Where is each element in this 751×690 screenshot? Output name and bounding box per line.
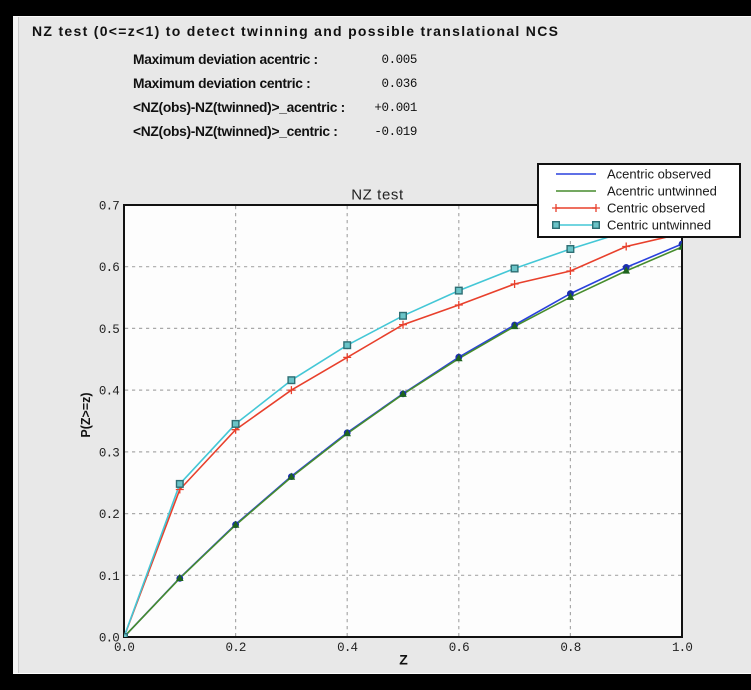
svg-text:P(Z>=z): P(Z>=z) xyxy=(79,392,93,437)
svg-text:0.0: 0.0 xyxy=(99,632,119,646)
svg-text:0.2: 0.2 xyxy=(99,508,119,522)
svg-text:0.6: 0.6 xyxy=(99,261,119,275)
svg-text:0.5: 0.5 xyxy=(99,323,119,337)
svg-text:Centric untwinned: Centric untwinned xyxy=(607,218,711,233)
svg-text:0.0: 0.0 xyxy=(114,641,134,655)
svg-text:0.8: 0.8 xyxy=(560,641,580,655)
svg-text:0.4: 0.4 xyxy=(99,385,119,399)
svg-text:0.6: 0.6 xyxy=(449,641,469,655)
svg-text:0.2: 0.2 xyxy=(226,641,246,655)
svg-text:Acentric untwinned: Acentric untwinned xyxy=(607,184,717,199)
svg-text:0.1: 0.1 xyxy=(99,570,119,584)
svg-text:0.4: 0.4 xyxy=(337,641,357,655)
svg-text:Centric observed: Centric observed xyxy=(607,201,705,216)
svg-text:Acentric observed: Acentric observed xyxy=(607,167,711,182)
svg-text:Z: Z xyxy=(399,651,408,667)
svg-text:NZ test: NZ test xyxy=(351,187,404,204)
svg-text:1.0: 1.0 xyxy=(672,641,692,655)
svg-text:0.3: 0.3 xyxy=(99,446,119,460)
svg-text:0.7: 0.7 xyxy=(99,200,119,214)
